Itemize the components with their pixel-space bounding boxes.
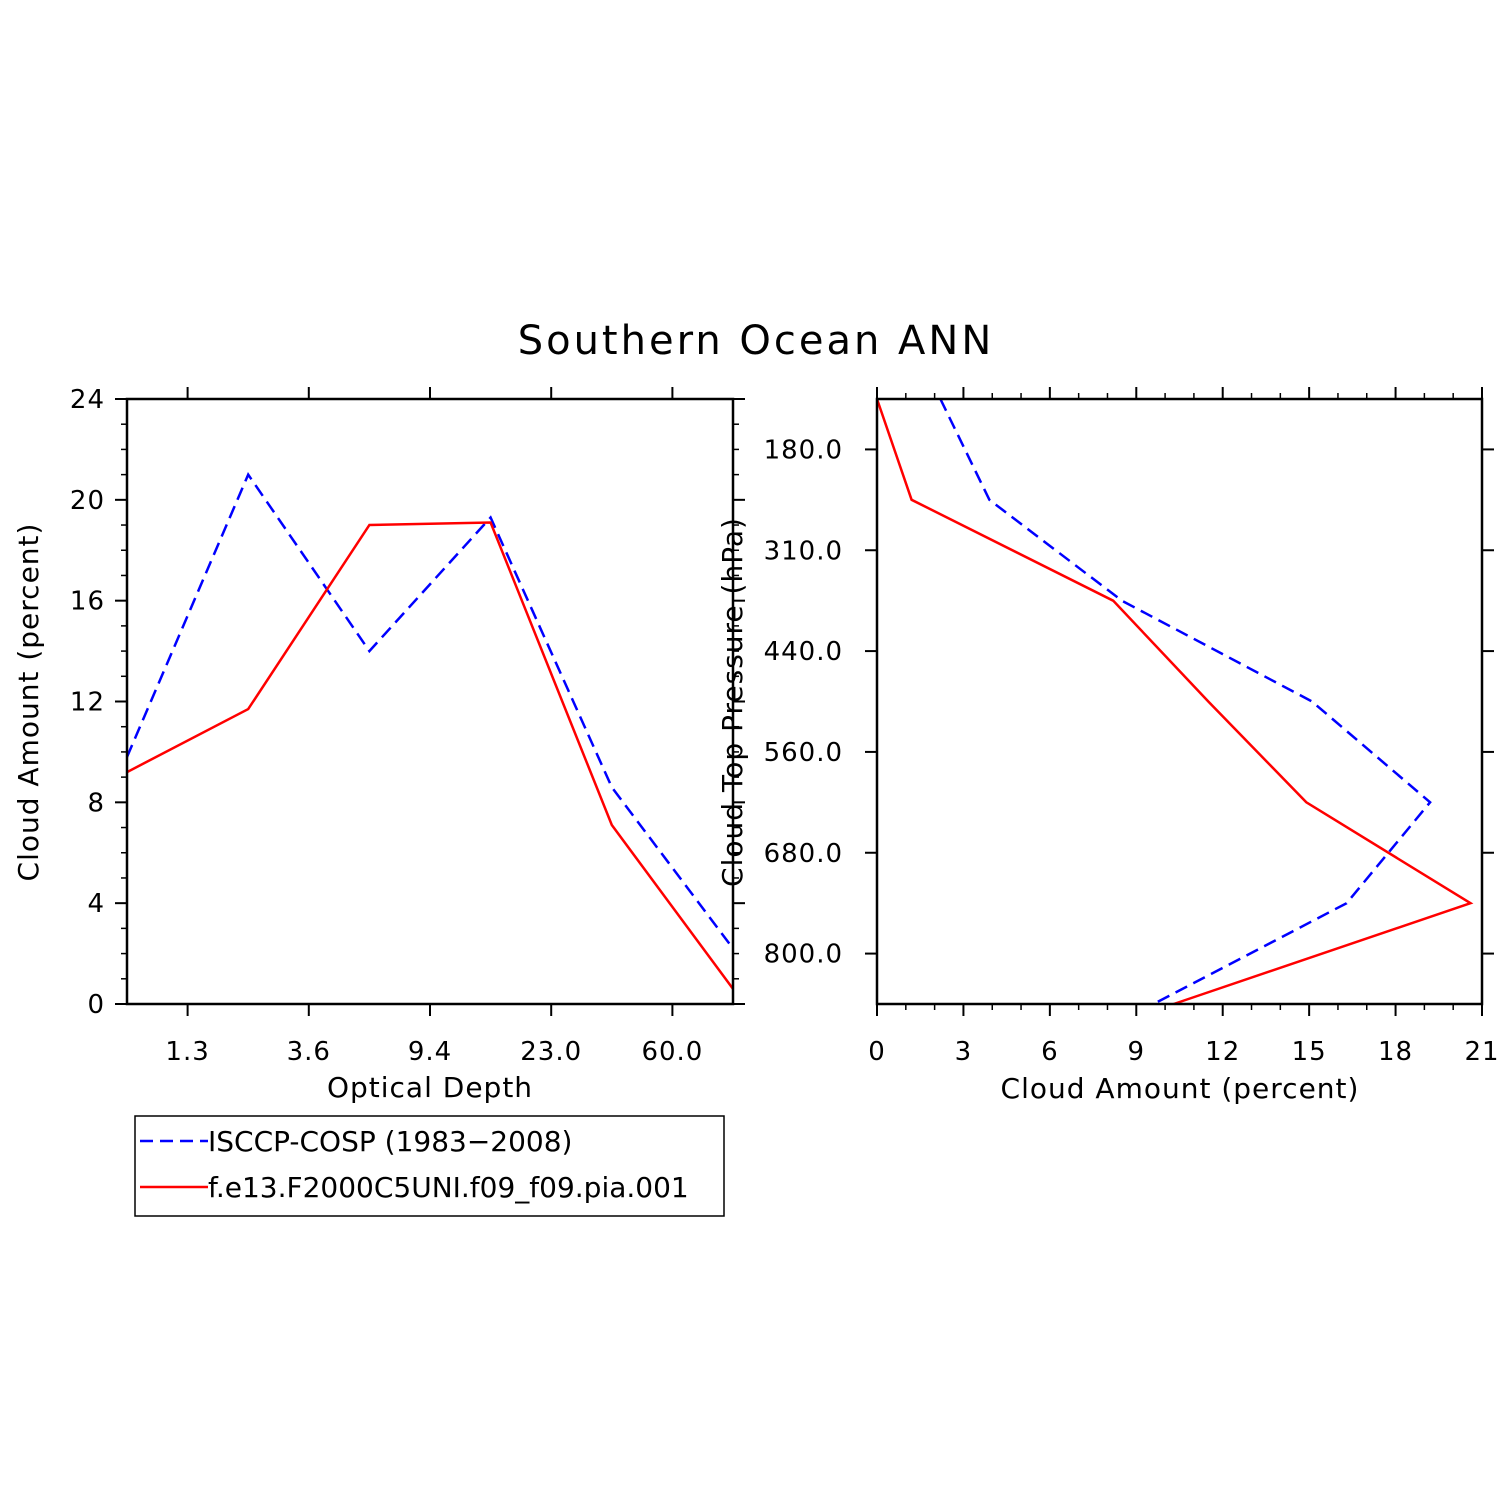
right-plot-frame	[875, 397, 1484, 1006]
right-y-tick-label: 180.0	[764, 435, 843, 465]
left-series-isccp-line	[125, 472, 734, 950]
right-y-tick-label: 310.0	[764, 536, 843, 566]
right-y-tick-label: 440.0	[764, 637, 843, 667]
right-x-tick-label: 9	[1128, 1037, 1146, 1067]
right-x-tick-label: 3	[955, 1037, 973, 1067]
cloud-top-pressure-panel: Cloud Amount (percent) Cloud Top Pressur…	[716, 387, 1499, 1105]
right-x-tick-label: 6	[1041, 1037, 1059, 1067]
left-x-tick-label: 1.3	[165, 1037, 209, 1067]
right-x-tick-label: 0	[868, 1037, 886, 1067]
left-y-tick-label: 20	[70, 486, 105, 516]
legend-box	[134, 1115, 725, 1217]
legend-label-model: f.e13.F2000C5UNI.f09_f09.pia.001	[208, 1171, 689, 1204]
optical-depth-panel: Optical Depth Cloud Amount (percent) 0 4 8…	[12, 385, 745, 1104]
right-series-isccp-line	[939, 398, 1432, 1006]
left-y-tick-label: 24	[70, 385, 105, 415]
right-x-tick-label: 18	[1378, 1037, 1413, 1067]
left-x-tick-label: 3.6	[287, 1037, 331, 1067]
chart-title: Southern Ocean ANN	[518, 318, 995, 364]
left-x-tick-label: 23.0	[520, 1037, 582, 1067]
left-y-tick-label: 8	[87, 788, 105, 818]
right-x-axis-label: Cloud Amount (percent)	[1001, 1072, 1360, 1105]
left-y-axis-label: Cloud Amount (percent)	[12, 523, 45, 882]
left-x-axis-label: Optical Depth	[327, 1071, 533, 1104]
legend-label-isccp: ISCCP-COSP (1983−2008)	[208, 1125, 572, 1158]
right-y-tick-label: 560.0	[764, 738, 843, 768]
left-y-tick-label: 4	[87, 889, 105, 919]
right-x-tick-label: 21	[1464, 1037, 1499, 1067]
left-series-model-line	[126, 521, 735, 990]
right-y-tick-label: 680.0	[764, 839, 843, 869]
left-x-tick-label: 60.0	[641, 1037, 703, 1067]
left-y-tick-label: 16	[70, 587, 105, 617]
left-plot-frame	[125, 397, 735, 1006]
left-y-tick-label: 0	[87, 990, 105, 1020]
right-x-tick-label: 12	[1205, 1037, 1240, 1067]
right-x-tick-label: 15	[1292, 1037, 1327, 1067]
right-series-model-line	[875, 398, 1474, 1006]
left-x-tick-label: 9.4	[408, 1037, 452, 1067]
legend: ISCCP-COSP (1983−2008) f.e13.F2000C5UNI.…	[134, 1115, 725, 1217]
left-y-tick-label: 12	[70, 688, 105, 718]
right-y-axis-label: Cloud Top Pressure (hPa)	[716, 517, 749, 887]
right-y-tick-label: 800.0	[764, 940, 843, 970]
